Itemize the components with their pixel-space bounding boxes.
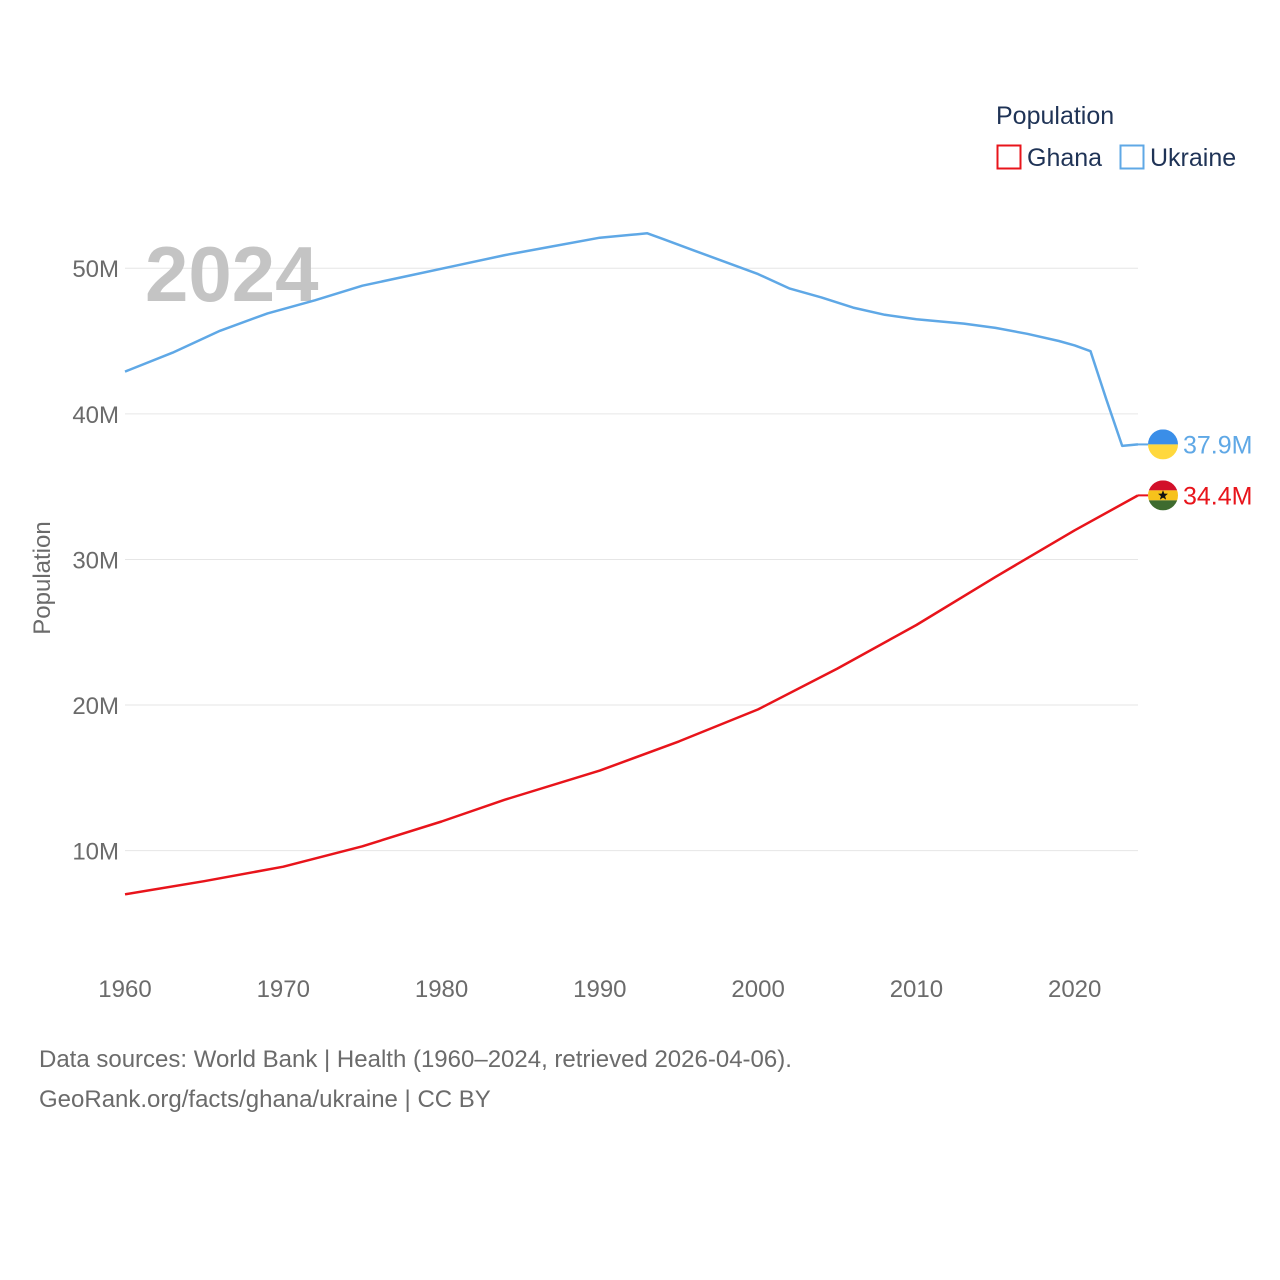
gridlines [125, 267, 1138, 852]
legend: Population Ghana Ukraine [996, 102, 1236, 172]
x-tick-1980: 1980 [415, 976, 468, 1003]
footer-attribution[interactable]: GeoRank.org/facts/ghana/ukraine | CC BY [39, 1086, 491, 1113]
legend-item-ghana[interactable]: Ghana [996, 144, 1103, 172]
y-tick-30m: 30M [72, 547, 119, 574]
end-label-ukraine: 37.9M [1183, 431, 1252, 459]
y-tick-10m: 10M [72, 839, 119, 866]
y-tick-50m: 50M [72, 256, 119, 283]
ghana-flag-icon [1148, 480, 1178, 511]
x-tick-1960: 1960 [98, 976, 151, 1003]
legend-label-ukraine: Ukraine [1150, 144, 1236, 172]
legend-title: Population [996, 102, 1114, 130]
x-tick-2010: 2010 [890, 976, 943, 1003]
year-label: 2024 [145, 230, 319, 318]
y-axis-label: Population [29, 521, 56, 634]
legend-swatch-ghana [996, 144, 1022, 170]
y-axis-ticks: 10M 20M 30M 40M 50M [72, 256, 119, 865]
series-lines [124, 232, 1139, 896]
x-tick-2020: 2020 [1048, 976, 1101, 1003]
x-tick-1970: 1970 [257, 976, 310, 1003]
x-axis-ticks: 1960 1970 1980 1990 2000 2010 2020 [98, 976, 1101, 1003]
x-tick-2000: 2000 [731, 976, 784, 1003]
legend-item-ukraine[interactable]: Ukraine [1119, 144, 1237, 172]
series-endpoints: 34.4M 37.9M [1138, 429, 1252, 511]
x-tick-1990: 1990 [573, 976, 626, 1003]
ukraine-flag-icon [1148, 429, 1178, 460]
footer-sources: Data sources: World Bank | Health (1960–… [39, 1046, 792, 1073]
legend-swatch-ukraine [1119, 144, 1145, 170]
y-tick-40m: 40M [72, 402, 119, 429]
legend-label-ghana: Ghana [1027, 144, 1102, 172]
y-tick-20m: 20M [72, 693, 119, 720]
series-line-ukraine [124, 232, 1139, 448]
end-label-ghana: 34.4M [1183, 482, 1252, 510]
series-line-ghana [124, 494, 1139, 896]
